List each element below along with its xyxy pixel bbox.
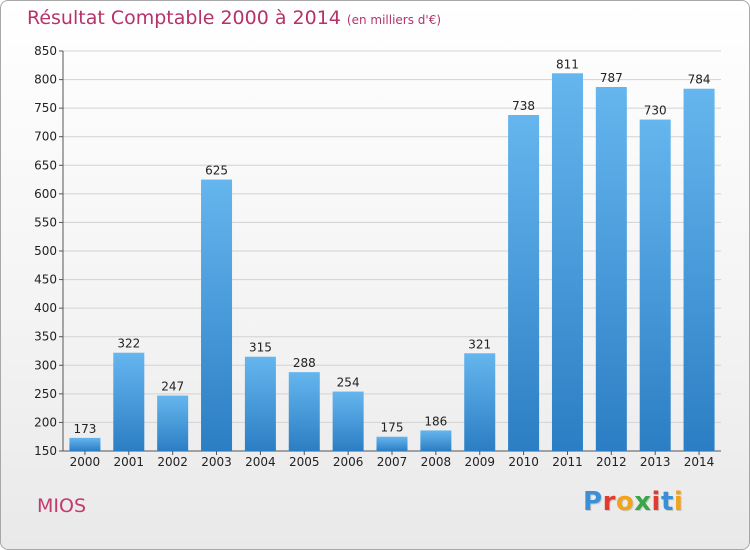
logo-letter: x <box>634 487 652 517</box>
logo-letter: o <box>615 487 635 517</box>
data-label-2013: 730 <box>644 104 667 118</box>
y-tick-label: 800 <box>34 73 57 87</box>
x-tick-label-2012: 2012 <box>596 455 627 469</box>
x-tick-label-2011: 2011 <box>552 455 583 469</box>
data-label-2006: 254 <box>337 376 360 390</box>
y-tick-label: 700 <box>34 130 57 144</box>
x-tick-label-2006: 2006 <box>333 455 364 469</box>
data-label-2014: 784 <box>688 73 711 87</box>
x-tick-label-2013: 2013 <box>640 455 671 469</box>
y-tick-label: 550 <box>34 215 57 229</box>
y-tick-label: 300 <box>34 358 57 372</box>
bar-2011 <box>551 73 583 452</box>
bar-2005 <box>288 372 320 451</box>
data-label-2004: 315 <box>249 341 272 355</box>
x-tick-label-2001: 2001 <box>114 455 145 469</box>
data-label-2003: 625 <box>205 164 228 178</box>
bar-2009 <box>464 353 496 451</box>
bar-2012 <box>595 87 627 451</box>
x-tick-label-2008: 2008 <box>421 455 452 469</box>
y-tick-label: 750 <box>34 101 57 115</box>
proxiti-logo: Proxiti <box>583 487 683 517</box>
logo-letter: P <box>583 487 603 517</box>
bar-2003 <box>201 179 233 452</box>
bar-2013 <box>639 119 671 452</box>
y-tick-label: 500 <box>34 244 57 258</box>
x-tick-label-2003: 2003 <box>201 455 232 469</box>
bar-2014 <box>683 88 715 451</box>
data-label-2011: 811 <box>556 57 579 71</box>
commune-name: MIOS <box>37 495 87 517</box>
data-label-2001: 322 <box>117 337 140 351</box>
x-tick-label-2007: 2007 <box>377 455 408 469</box>
x-tick-label-2005: 2005 <box>289 455 320 469</box>
data-labels: 173 322 247 625 315 288 254 175 186 321 738 811 787 7… <box>73 57 710 436</box>
y-tick-label: 850 <box>34 44 57 58</box>
x-tick-label-2009: 2009 <box>464 455 495 469</box>
logo-letter: r <box>602 487 616 517</box>
x-tick-label-2014: 2014 <box>684 455 715 469</box>
x-tick-label-2004: 2004 <box>245 455 276 469</box>
y-tick-label: 250 <box>34 387 57 401</box>
data-label-2000: 173 <box>73 422 96 436</box>
bar-2002 <box>157 395 189 451</box>
logo-letter: i <box>673 487 684 517</box>
y-tick-label: 650 <box>34 158 57 172</box>
bars <box>69 73 715 452</box>
logo-letter: t <box>660 487 674 517</box>
bar-2007 <box>376 436 408 451</box>
y-tick-label: 150 <box>34 444 57 458</box>
y-tick-label: 200 <box>34 415 57 429</box>
data-label-2002: 247 <box>161 380 184 394</box>
chart-subtitle: (en milliers d'€) <box>346 13 442 27</box>
data-label-2009: 321 <box>468 337 491 351</box>
bar-2006 <box>332 391 364 451</box>
data-label-2008: 186 <box>424 414 447 428</box>
y-tick-label: 450 <box>34 273 57 287</box>
chart-title: Résultat Comptable 2000 à 2014 (en millie… <box>27 7 441 29</box>
x-tick-label-2002: 2002 <box>157 455 188 469</box>
y-tick-label: 350 <box>34 330 57 344</box>
data-label-2005: 288 <box>293 356 316 370</box>
x-tick-label-2010: 2010 <box>508 455 539 469</box>
bar-2008 <box>420 430 452 451</box>
y-tick-label: 600 <box>34 187 57 201</box>
y-tick-label: 400 <box>34 301 57 315</box>
chart-title-text: Résultat Comptable 2000 à 2014 <box>27 7 341 29</box>
x-tick-label-2000: 2000 <box>70 455 101 469</box>
bar-2000 <box>69 437 101 451</box>
logo-letter: i <box>651 487 661 517</box>
data-label-2007: 175 <box>381 421 404 435</box>
data-label-2010: 738 <box>512 99 535 113</box>
bar-2004 <box>244 356 276 451</box>
bar-2010 <box>508 115 540 451</box>
data-label-2012: 787 <box>600 71 623 85</box>
bar-2001 <box>113 352 145 451</box>
